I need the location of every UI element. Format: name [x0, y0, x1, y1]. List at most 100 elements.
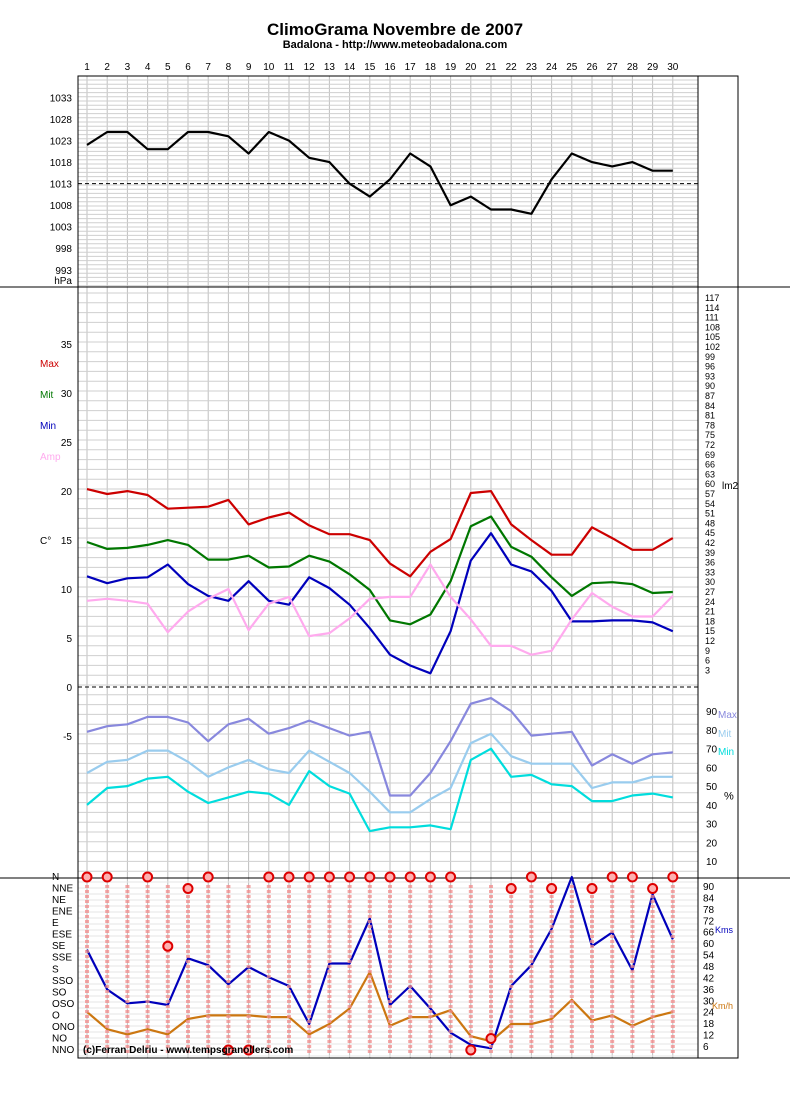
speed-tick-label: 54 [703, 951, 715, 962]
rain-tick-label: 51 [705, 509, 715, 519]
direction-tick-label: NNO [52, 1045, 74, 1056]
temp-tick-label: 5 [66, 634, 72, 645]
rain-tick-label: 81 [705, 411, 715, 421]
pressure-tick-label: 993 [55, 266, 72, 277]
rain-tick-label: 63 [705, 469, 715, 479]
day-tick-label: 5 [165, 62, 171, 73]
wind-direction-marker [303, 871, 315, 883]
pressure-tick-label: 1003 [50, 223, 73, 234]
temp-legend-amp: Amp [40, 452, 61, 463]
wind-direction-markers [81, 871, 679, 1056]
day-tick-label: 4 [145, 62, 151, 73]
speed-tick-label: 36 [703, 985, 715, 996]
day-tick-label: 20 [465, 62, 477, 73]
speed-tick-label: 42 [703, 973, 715, 984]
day-tick-label: 17 [405, 62, 417, 73]
day-tick-label: 3 [125, 62, 131, 73]
pressure-tick-label: 1023 [50, 137, 73, 148]
wind-direction-marker [142, 871, 154, 883]
humidity-legend-mit: Mit [718, 729, 732, 740]
axis-labels: 1 2 3 4 5 6 7 8 9 10 11 12 13 14 15 16 17 18 19 20 21 22 23 24 2… [40, 62, 739, 1056]
humidity-line-min [86, 747, 674, 833]
rain-tick-label: 105 [705, 332, 720, 342]
series-layer [86, 130, 674, 1050]
rain-unit-label: lm2 [722, 481, 739, 492]
wind-direction-marker [485, 1032, 497, 1044]
rain-tick-label: 111 [705, 313, 719, 323]
wind-direction-marker [546, 883, 558, 895]
day-tick-label: 23 [526, 62, 538, 73]
day-tick-label: 18 [425, 62, 437, 73]
pressure-tick-label: 1008 [50, 201, 73, 212]
direction-tick-label: OSO [52, 999, 74, 1010]
day-tick-label: 6 [185, 62, 191, 73]
wind-direction-marker [323, 871, 335, 883]
temp-tick-label: 30 [61, 389, 73, 400]
rain-tick-label: 84 [705, 401, 715, 411]
temp-legend-min: Min [40, 421, 56, 432]
temp-unit-label: C° [40, 536, 51, 547]
day-tick-label: 7 [205, 62, 211, 73]
direction-tick-label: SO [52, 987, 67, 998]
wind-direction-marker [586, 883, 598, 895]
rain-tick-label: 69 [705, 450, 715, 460]
speed-tick-label: 84 [703, 893, 715, 904]
pressure-tick-label: 1013 [50, 180, 73, 191]
rain-tick-label: 24 [705, 597, 715, 607]
temp-line-max [86, 488, 674, 578]
rain-tick-label: 57 [705, 489, 715, 499]
wind-direction-marker [344, 871, 356, 883]
humidity-legend-min: Min [718, 747, 734, 758]
day-tick-label: 26 [586, 62, 598, 73]
temp-tick-label: 0 [66, 683, 72, 694]
day-tick-label: 24 [546, 62, 558, 73]
day-tick-label: 13 [324, 62, 336, 73]
rain-tick-label: 96 [705, 362, 715, 372]
rain-tick-label: 102 [705, 342, 720, 352]
humidity-tick-label: 60 [706, 763, 718, 774]
wind-direction-marker [445, 871, 457, 883]
day-tick-label: 28 [627, 62, 639, 73]
wind-direction-marker [384, 871, 396, 883]
day-tick-label: 16 [384, 62, 396, 73]
rain-tick-label: 75 [705, 430, 715, 440]
pressure-line [86, 130, 673, 215]
humidity-tick-label: 90 [706, 707, 718, 718]
wind-direction-marker [465, 1044, 477, 1056]
credit-text: (c)Ferran Delriu - www.tempsgranollers.c… [83, 1045, 293, 1056]
day-tick-label: 22 [506, 62, 518, 73]
rain-tick-label: 9 [705, 646, 710, 656]
wind-direction-marker [283, 871, 295, 883]
day-tick-label: 11 [284, 62, 295, 73]
wind-line-km-h [86, 970, 674, 1043]
reference-lines [78, 183, 698, 688]
direction-tick-label: ENE [52, 907, 73, 918]
rain-tick-label: 66 [705, 460, 715, 470]
rain-tick-label: 30 [705, 577, 715, 587]
temp-tick-label: 35 [61, 340, 73, 351]
speed-tick-label: 18 [703, 1019, 715, 1030]
humidity-tick-label: 50 [706, 782, 718, 793]
direction-tick-label: NNE [52, 884, 73, 895]
day-tick-label: 14 [344, 62, 356, 73]
rain-tick-label: 27 [705, 587, 715, 597]
direction-tick-label: E [52, 918, 59, 929]
rain-tick-label: 36 [705, 558, 715, 568]
temp-tick-label: 25 [61, 438, 73, 449]
wind-direction-marker [81, 871, 93, 883]
humidity-unit-label: % [724, 790, 734, 802]
direction-tick-label: SSE [52, 953, 72, 964]
rain-tick-label: 33 [705, 567, 715, 577]
temp-line-min [86, 532, 674, 675]
rain-tick-label: 18 [705, 616, 715, 626]
speed-tick-label: 90 [703, 882, 715, 893]
rain-tick-label: 48 [705, 518, 715, 528]
day-tick-label: 1 [84, 62, 90, 73]
rain-tick-label: 108 [705, 322, 720, 332]
humidity-tick-label: 10 [706, 857, 718, 868]
direction-tick-label: N [52, 872, 59, 883]
day-tick-label: 8 [226, 62, 232, 73]
temp-legend-max: Max [40, 359, 59, 370]
wind-direction-marker [182, 883, 194, 895]
